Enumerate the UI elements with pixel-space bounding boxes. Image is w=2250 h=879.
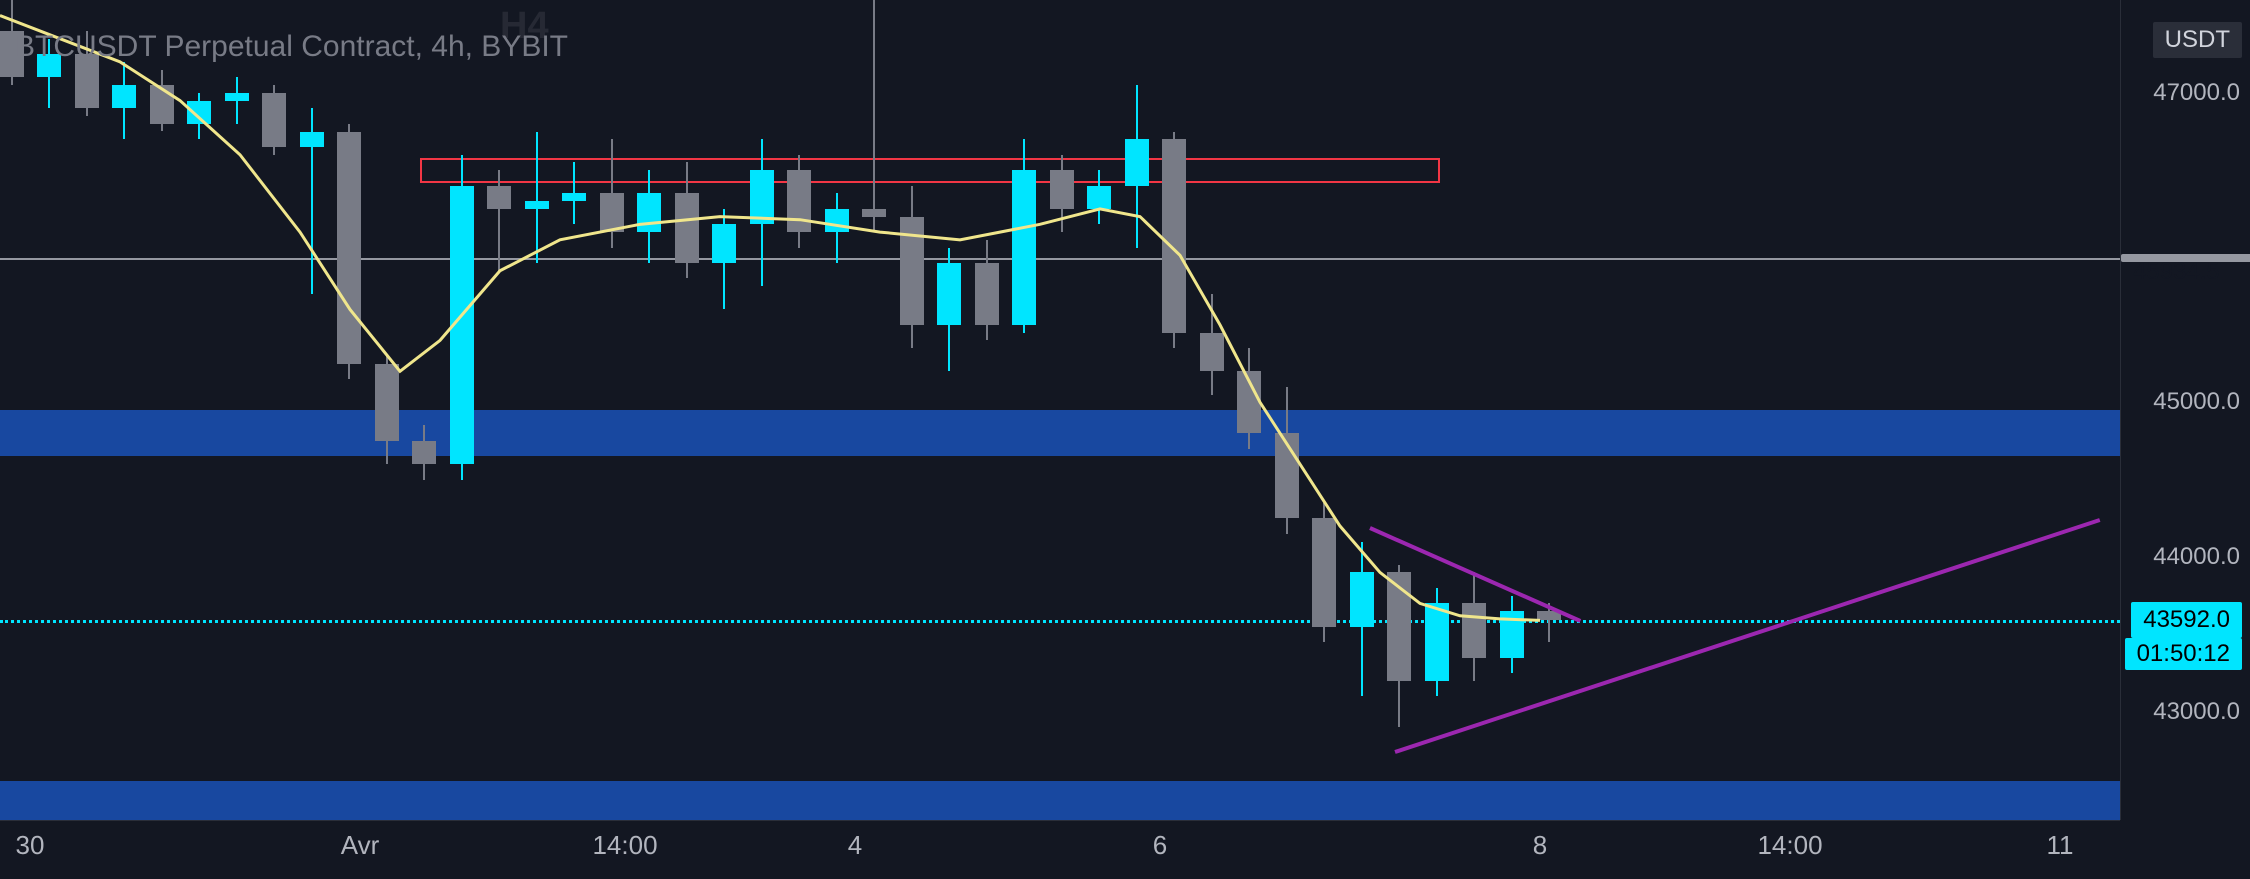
time-tick-label: 4 (848, 830, 862, 861)
hline-price-badge[interactable]: 45934.5 (2121, 254, 2250, 262)
time-axis[interactable]: 30 Avr 14:00 4 6 8 14:00 11 (0, 820, 2120, 879)
price-tick-label: 44000.0 (2153, 543, 2240, 571)
time-tick-label: 30 (16, 830, 45, 861)
current-price-badge: 43592.0 (2131, 602, 2242, 638)
demand-zone[interactable] (0, 781, 2120, 820)
chart-area[interactable]: H4 BTCUSDT Perpetual Contract, 4h, BYBIT (0, 0, 2120, 820)
current-price-line (0, 620, 2120, 623)
symbol-info[interactable]: BTCUSDT Perpetual Contract, 4h, BYBIT (15, 30, 568, 64)
time-tick-label: 14:00 (592, 830, 657, 861)
price-tick-label: 45000.0 (2153, 388, 2240, 416)
price-tick-label: 47000.0 (2153, 79, 2240, 107)
time-tick-label: 6 (1153, 830, 1167, 861)
price-tick-label: 43000.0 (2153, 698, 2240, 726)
time-tick-label: 11 (2047, 830, 2074, 861)
time-tick-label: 14:00 (1757, 830, 1822, 861)
candle-countdown: 01:50:12 (2125, 638, 2242, 670)
time-tick-label: 8 (1533, 830, 1547, 861)
time-tick-label: Avr (341, 830, 380, 861)
price-axis[interactable]: USDT 47000.0 45000.0 44000.0 43000.0 45934.… (2120, 0, 2250, 820)
demand-zone[interactable] (0, 410, 2120, 456)
currency-badge: USDT (2153, 22, 2242, 58)
horizontal-line[interactable] (0, 258, 2120, 260)
